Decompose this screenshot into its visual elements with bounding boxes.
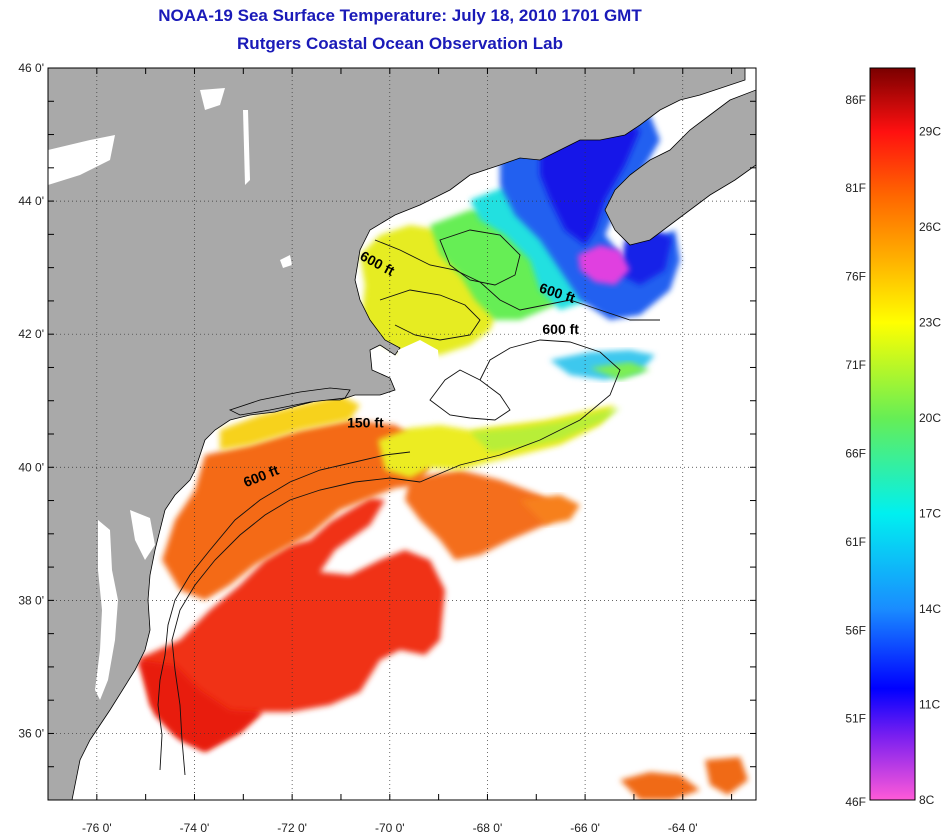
colorbar-f-label: 86F [845, 93, 866, 107]
delaware-bay [130, 510, 155, 560]
colorbar-f-label: 71F [845, 358, 866, 372]
sst-green-shelf-break [470, 408, 620, 452]
colorbar: 86F 81F 76F 71F 66F 61F 56F 51F 46F 29C 26C 23C 20C 1… [845, 67, 941, 809]
sst-field [48, 115, 748, 800]
sst-orange-offshore-b [520, 495, 580, 525]
bathymetry-contours [157, 229, 660, 776]
sst-orange-offshore [405, 470, 560, 560]
chesapeake-bay [95, 520, 118, 700]
colorbar-f-label: 81F [845, 181, 866, 195]
chart-title: NOAA-19 Sea Surface Temperature: July 18… [158, 6, 642, 25]
contour-georges-south [419, 339, 621, 483]
colorbar-f-label: 66F [845, 446, 866, 460]
lat-tick-label: 42 0' [18, 327, 44, 341]
lon-tick-label: -64 0' [668, 821, 698, 835]
lat-tick-label: 46 0' [18, 61, 44, 75]
contour-gulfofmaine-inner [379, 289, 481, 341]
colorbar-f-label: 51F [845, 712, 866, 726]
sst-orange-shelf [162, 420, 430, 600]
colorbar-f-label: 61F [845, 535, 866, 549]
sst-deepblue-core [540, 122, 640, 245]
lon-tick-label: -70 0' [375, 821, 405, 835]
colorbar-c-label: 29C [919, 125, 941, 139]
sst-warm-red-south [138, 660, 262, 752]
sst-magenta-coldspot [578, 245, 630, 285]
colorbar-c-label: 23C [919, 316, 941, 330]
latitude-axis: 46 0' 44 0' 42 0' 40 0' 38 0' 36 0' [18, 61, 756, 801]
lon-tick-label: -66 0' [570, 821, 600, 835]
lat-tick-label: 44 0' [18, 194, 44, 208]
colorbar-c-label: 14C [919, 602, 941, 616]
sst-yellow-southshore [220, 395, 360, 450]
colorbar-c-label: 17C [919, 507, 941, 521]
contour-label: 150 ft [347, 414, 384, 430]
colorbar-f-label: 56F [845, 623, 866, 637]
land [48, 68, 756, 800]
long-island [228, 387, 351, 416]
cape-cod-bay [398, 340, 440, 395]
inland-water [48, 88, 440, 700]
colorbar-f-label: 76F [845, 270, 866, 284]
colorbar-f-label: 46F [845, 795, 866, 809]
lon-tick-label: -68 0' [473, 821, 503, 835]
colorbar-c-label: 26C [919, 220, 941, 234]
contour-600ft-gulfofmaine [374, 239, 660, 321]
colorbar-labels: 86F 81F 76F 71F 66F 61F 56F 51F 46F 29C 26C 23C 20C 1… [845, 93, 941, 809]
lake-ne [200, 88, 225, 110]
nova-scotia [604, 89, 756, 246]
lat-tick-label: 38 0' [18, 593, 44, 607]
lake-ontario [48, 135, 115, 185]
colorbar-c-label: 20C [919, 411, 941, 425]
lake-champlain [243, 110, 250, 185]
sst-warm-red-region [140, 498, 445, 750]
lat-tick-label: 40 0' [18, 460, 44, 474]
colorbar-c-label: 11C [919, 698, 940, 712]
colorbar-c-label: 8C [919, 793, 935, 807]
lake-winnipesaukee [280, 255, 292, 268]
contour-gulfofmaine-basin [439, 229, 521, 286]
chart-subtitle: Rutgers Coastal Ocean Observation Lab [237, 34, 563, 53]
contour-150ft-south [157, 451, 411, 771]
lat-tick-label: 36 0' [18, 726, 44, 740]
colorbar-gradient [869, 67, 916, 801]
lon-tick-label: -76 0' [82, 821, 112, 835]
contour-label: 600 ft [542, 321, 579, 337]
us-mainland [48, 68, 746, 800]
longitude-axis: -76 0' -74 0' -72 0' -70 0' -68 0' -66 0' -64 … [47, 68, 733, 835]
contour-nantucket-shoals [429, 369, 511, 421]
lon-tick-label: -72 0' [277, 821, 307, 835]
lon-tick-label: -74 0' [180, 821, 210, 835]
sst-gulfstream-patches [620, 757, 748, 800]
contour-600ft-south [171, 477, 421, 776]
